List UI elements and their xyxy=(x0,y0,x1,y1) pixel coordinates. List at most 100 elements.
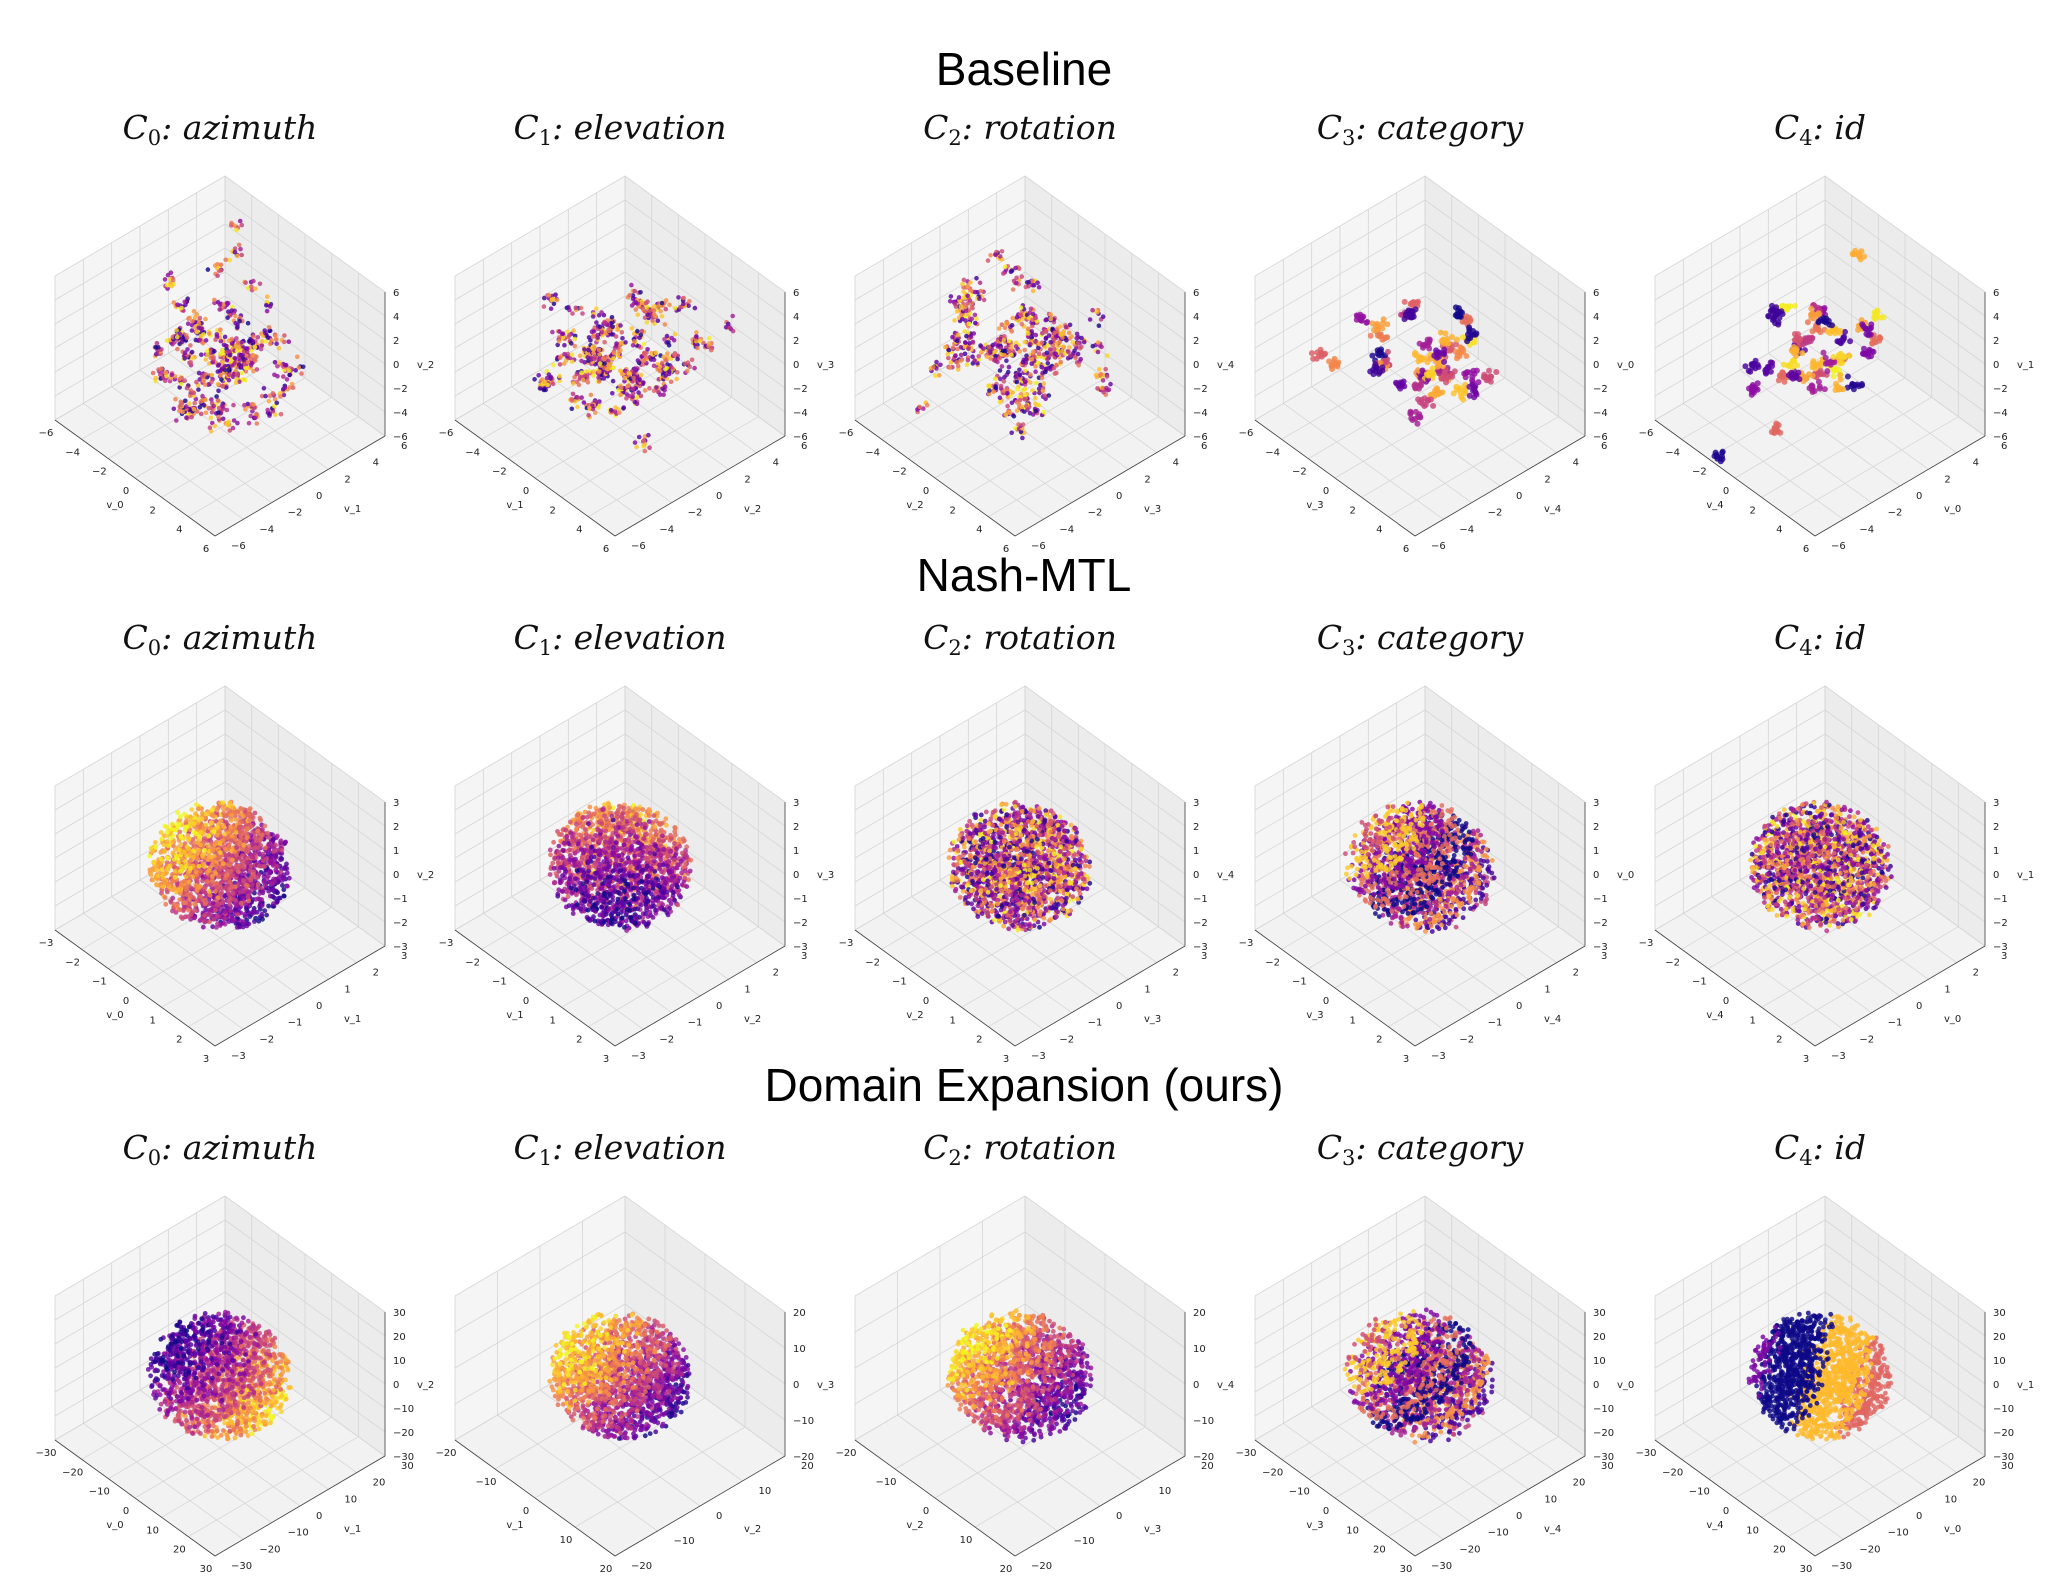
data-point xyxy=(964,333,969,339)
data-point xyxy=(966,321,972,327)
data-point xyxy=(1074,331,1080,337)
concept-index: 0 xyxy=(148,636,161,660)
data-point xyxy=(586,335,592,340)
data-point xyxy=(1469,374,1476,380)
data-point xyxy=(602,320,608,326)
data-point xyxy=(999,364,1005,369)
data-point xyxy=(1002,264,1008,270)
concept-label: : category xyxy=(1355,108,1523,147)
data-point xyxy=(613,334,619,339)
data-point xyxy=(1078,356,1083,362)
data-point xyxy=(1804,319,1811,326)
data-point xyxy=(279,856,285,862)
data-point xyxy=(662,384,668,389)
data-point xyxy=(1090,307,1095,313)
data-point xyxy=(269,338,274,343)
data-point xyxy=(1830,373,1837,380)
data-point xyxy=(1006,364,1012,370)
data-point xyxy=(548,306,554,311)
data-point xyxy=(185,321,191,326)
data-point xyxy=(245,346,250,351)
data-point xyxy=(961,344,967,349)
data-point xyxy=(179,381,184,387)
data-point xyxy=(608,407,614,413)
data-point xyxy=(661,354,666,360)
data-point xyxy=(572,343,578,349)
data-point xyxy=(281,872,287,878)
data-point xyxy=(1039,364,1044,370)
data-point xyxy=(973,320,978,326)
data-point xyxy=(933,373,938,378)
data-point xyxy=(659,300,665,306)
data-point xyxy=(641,438,647,444)
data-point xyxy=(978,343,983,348)
data-point xyxy=(215,369,221,374)
data-point xyxy=(1748,383,1755,390)
data-point xyxy=(275,363,280,369)
data-point xyxy=(285,883,290,889)
data-point xyxy=(635,358,641,363)
data-point xyxy=(242,911,248,917)
data-point xyxy=(632,288,637,294)
data-point xyxy=(162,895,168,900)
data-point xyxy=(158,372,163,378)
data-point xyxy=(965,284,970,289)
data-point xyxy=(956,367,961,372)
data-point xyxy=(1024,353,1029,358)
data-point xyxy=(934,359,939,365)
data-point xyxy=(198,868,203,874)
data-point xyxy=(198,411,204,417)
data-point xyxy=(1022,347,1027,353)
data-point xyxy=(1775,422,1782,429)
data-point xyxy=(1795,369,1802,376)
data-point xyxy=(1079,335,1084,341)
data-point xyxy=(286,339,292,344)
data-point xyxy=(1379,367,1386,374)
data-point xyxy=(228,358,234,363)
data-point xyxy=(1000,348,1006,354)
data-point xyxy=(1830,354,1837,360)
data-point xyxy=(203,372,208,377)
data-point xyxy=(958,352,964,358)
data-point xyxy=(178,403,183,408)
data-point xyxy=(233,313,238,319)
data-point xyxy=(227,257,232,263)
data-point xyxy=(215,902,220,907)
data-point xyxy=(995,339,1001,344)
z-tick-label: −2 xyxy=(793,384,808,395)
data-point xyxy=(266,870,272,875)
data-point xyxy=(996,326,1002,331)
data-point xyxy=(155,860,161,866)
data-point xyxy=(175,887,180,893)
data-point xyxy=(542,379,547,385)
data-point xyxy=(993,357,998,362)
data-point xyxy=(185,347,190,352)
scatter-points xyxy=(1711,247,1887,465)
data-point xyxy=(198,894,204,900)
data-point xyxy=(185,296,190,301)
data-point xyxy=(238,889,243,895)
y-tick-label: −6 xyxy=(631,541,646,552)
data-point xyxy=(996,343,1001,348)
data-point xyxy=(234,903,239,909)
data-point xyxy=(208,348,214,354)
data-point xyxy=(215,914,220,919)
data-point xyxy=(215,921,220,927)
data-point xyxy=(1030,288,1036,294)
data-point xyxy=(997,368,1003,373)
data-point xyxy=(931,364,936,370)
data-point xyxy=(1005,403,1010,409)
data-point xyxy=(966,346,971,351)
data-point xyxy=(196,321,202,326)
z-tick-label: −2 xyxy=(393,384,408,395)
data-point xyxy=(163,901,169,907)
data-point xyxy=(596,379,602,384)
data-point xyxy=(633,307,639,312)
data-point xyxy=(1033,339,1038,345)
data-point xyxy=(592,354,598,360)
y-tick-label: 4 xyxy=(1573,458,1579,469)
data-point xyxy=(1393,380,1400,387)
data-point xyxy=(723,325,729,330)
data-point xyxy=(1022,386,1028,392)
